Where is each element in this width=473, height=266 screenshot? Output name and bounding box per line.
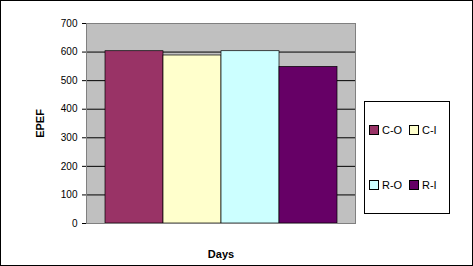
svg-text:0: 0	[72, 218, 78, 229]
svg-text:100: 100	[61, 189, 78, 200]
html-text:C-I: C-I	[422, 123, 437, 136]
html-text:R-O: R-O	[382, 179, 403, 192]
svg-text:700: 700	[61, 18, 78, 29]
svg-text:Days: Days	[208, 248, 234, 260]
svg-text:300: 300	[61, 132, 78, 143]
svg-text:600: 600	[61, 46, 78, 57]
html-text:C-O: C-O	[382, 123, 403, 136]
svg-text:200: 200	[61, 161, 78, 172]
svg-text:400: 400	[61, 103, 78, 114]
svg-text:EPEF: EPEF	[34, 109, 46, 138]
html-text:R-I: R-I	[422, 179, 437, 192]
svg-text:500: 500	[61, 75, 78, 86]
